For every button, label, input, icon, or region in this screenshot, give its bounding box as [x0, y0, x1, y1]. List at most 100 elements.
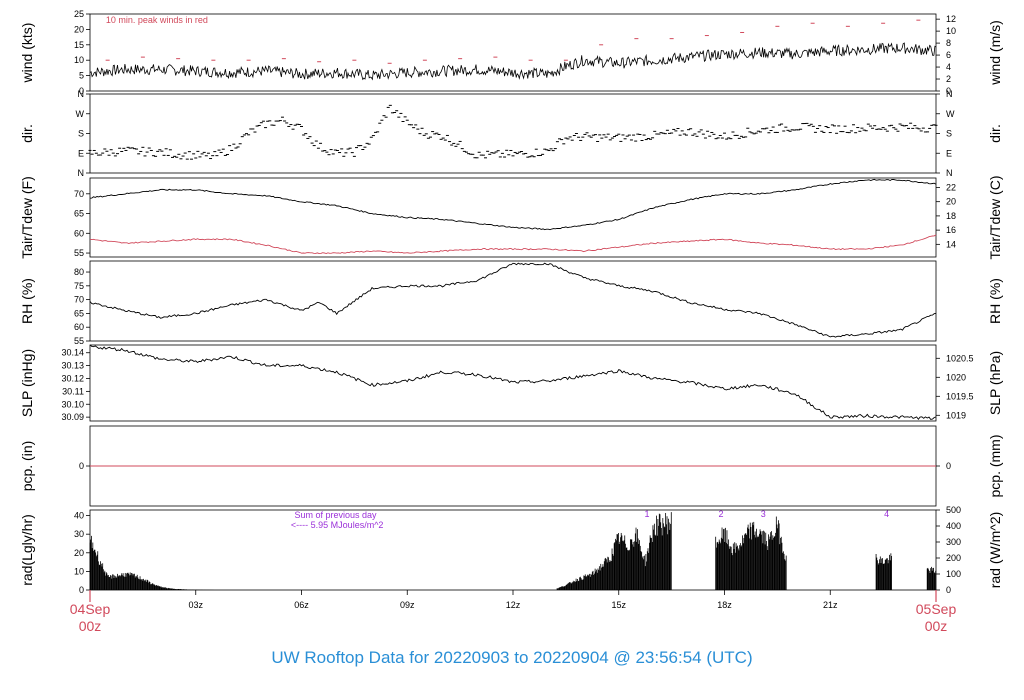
ytick2-label-rad: 500 — [946, 505, 961, 515]
ytick-label-dir: E — [78, 148, 84, 158]
ytick2-label-wind: 12 — [946, 14, 956, 24]
ytick2-label-wind: 6 — [946, 50, 951, 60]
ytick2-label-temp: 14 — [946, 239, 956, 249]
ytick-label-dir: N — [78, 89, 85, 99]
ytick-label-slp: 30.13 — [61, 361, 84, 371]
rad-marker-1: 1 — [644, 509, 649, 519]
ytick2-label-rad: 200 — [946, 553, 961, 563]
ytick-label-rad: 10 — [74, 566, 84, 576]
ytick2-label-temp: 20 — [946, 197, 956, 207]
ytick2-label-slp: 1020.5 — [946, 353, 974, 363]
panel-frame-slp — [89, 344, 937, 422]
panel-frame-temp — [89, 177, 937, 258]
rad-note-line1: Sum of previous day — [294, 510, 377, 520]
ytick2-label-temp: 22 — [946, 182, 956, 192]
ytick-label-slp: 30.11 — [62, 386, 84, 396]
ytick-label-rad: 40 — [74, 511, 84, 521]
ylabel2-slp: SLP (hPa) — [987, 351, 1003, 415]
ytick2-label-slp: 1020 — [946, 372, 966, 382]
ytick-label-temp: 55 — [74, 248, 84, 258]
ytick2-label-dir: W — [946, 109, 955, 119]
xtick-major-label-start-date: 04Sep — [70, 601, 111, 617]
panel-frame-dir — [89, 93, 937, 174]
ytick2-label-wind: 8 — [946, 38, 951, 48]
ytick2-label-slp: 1019.5 — [946, 391, 974, 401]
ytick-label-temp: 70 — [74, 189, 84, 199]
ytick2-label-dir: N — [946, 168, 953, 178]
ylabel-rad: rad(Lgly/hr) — [19, 514, 35, 586]
ytick-label-slp: 30.12 — [61, 373, 84, 383]
ylabel-wind: wind (kts) — [19, 23, 35, 84]
ytick2-label-rad: 300 — [946, 537, 961, 547]
chart-title: UW Rooftop Data for 20220903 to 20220904… — [271, 648, 753, 667]
panel-frame-wind — [89, 13, 937, 92]
ytick2-label-wind: 0 — [946, 86, 951, 96]
ylabel2-wind: wind (m/s) — [987, 20, 1003, 86]
ylabel-temp: Tair/Tdew (F) — [19, 176, 35, 258]
ytick-label-rh: 75 — [74, 281, 84, 291]
ylabel2-temp: Tair/Tdew (C) — [987, 175, 1003, 259]
ytick-label-wind: 10 — [74, 55, 84, 65]
ytick-label-rad: 30 — [74, 529, 84, 539]
ylabel2-dir: dir. — [987, 124, 1003, 143]
ytick2-label-rad: 400 — [946, 521, 961, 531]
ytick-label-rad: 0 — [79, 585, 84, 595]
ytick-label-dir: N — [78, 168, 85, 178]
series-line-tair — [89, 178, 937, 231]
wind-annotation: 10 min. peak winds in red — [106, 15, 208, 25]
ylabel-rh: RH (%) — [19, 278, 35, 324]
ytick-label-wind: 25 — [74, 9, 84, 19]
ytick-label-slp: 30.09 — [61, 412, 84, 422]
ytick-label-slp: 30.10 — [61, 399, 84, 409]
xtick-major-label-end-hour: 00z — [925, 618, 948, 634]
ylabel2-rad: rad (W/m^2) — [987, 512, 1003, 589]
ytick-label-rh: 70 — [74, 295, 84, 305]
rad-marker-4: 4 — [884, 509, 889, 519]
ytick-label-dir: S — [78, 129, 84, 139]
ytick2-label-rad: 0 — [946, 585, 951, 595]
rad-marker-2: 2 — [718, 509, 723, 519]
ytick2-label-wind: 2 — [946, 74, 951, 84]
series-line-rh — [89, 262, 937, 338]
ylabel2-rh: RH (%) — [987, 278, 1003, 324]
ytick-label-temp: 65 — [74, 209, 84, 219]
ytick2-label-dir: N — [946, 89, 953, 99]
ytick2-label-rad: 100 — [946, 569, 961, 579]
xtick-label-15z: 15z — [611, 600, 626, 610]
ytick-label-slp: 30.14 — [61, 348, 84, 358]
ytick-label-wind: 0 — [79, 86, 84, 96]
ytick-label-wind: 5 — [79, 71, 84, 81]
ytick-label-dir: W — [76, 109, 85, 119]
xtick-major-label-end-date: 05Sep — [916, 601, 957, 617]
panel-frame-rh — [89, 260, 937, 342]
ytick-label-wind: 15 — [74, 40, 84, 50]
ytick2-label-wind: 4 — [946, 62, 951, 72]
ytick-label-temp: 60 — [74, 228, 84, 238]
ytick-label-rh: 55 — [74, 336, 84, 346]
xtick-label-03z: 03z — [188, 600, 203, 610]
ytick2-label-dir: S — [946, 129, 952, 139]
ytick-label-pcp: 0 — [79, 461, 84, 471]
ytick-label-rh: 60 — [74, 322, 84, 332]
series-line-wind — [89, 42, 937, 81]
xtick-label-18z: 18z — [717, 600, 732, 610]
ytick2-label-temp: 16 — [946, 225, 956, 235]
xtick-label-12z: 12z — [506, 600, 521, 610]
ytick-label-rad: 20 — [74, 548, 84, 558]
ytick-label-rh: 65 — [74, 308, 84, 318]
rad-note-line2: <---- 5.95 MJoules/m^2 — [291, 520, 384, 530]
series-line-slp — [89, 344, 937, 421]
xtick-major-label-start-hour: 00z — [79, 618, 102, 634]
ylabel2-pcp: pcp. (mm) — [987, 435, 1003, 498]
ylabel-pcp: pcp. (in) — [19, 441, 35, 492]
ytick2-label-temp: 18 — [946, 211, 956, 221]
series-line-tdew — [89, 234, 937, 255]
ytick2-label-pcp: 0 — [946, 461, 951, 471]
xtick-label-21z: 21z — [823, 600, 838, 610]
ytick-label-rh: 80 — [74, 267, 84, 277]
panel-frame-rad — [89, 509, 937, 591]
ylabel-dir: dir. — [19, 124, 35, 143]
xtick-label-09z: 09z — [400, 600, 415, 610]
ylabel-slp: SLP (inHg) — [19, 349, 35, 417]
